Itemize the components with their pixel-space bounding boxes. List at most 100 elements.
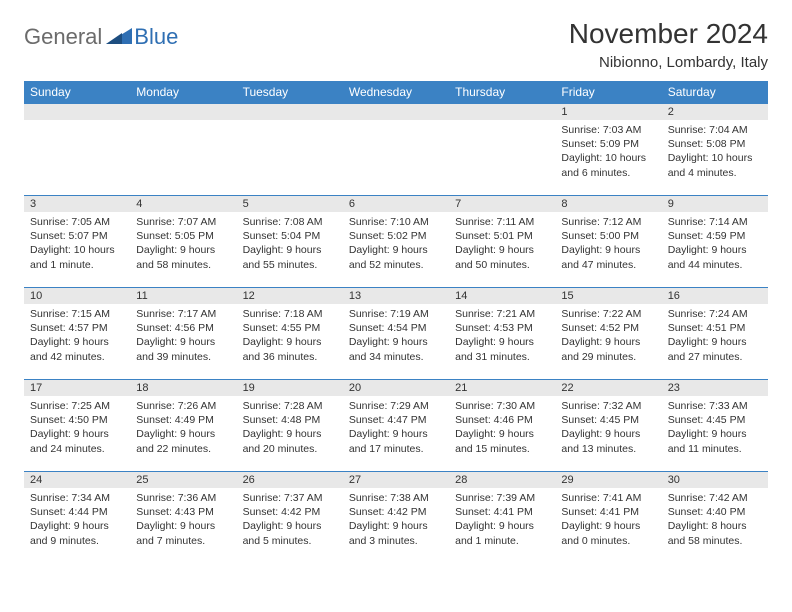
day-number: 18: [130, 380, 236, 396]
day-number: 21: [449, 380, 555, 396]
day-number: 9: [662, 196, 768, 212]
day-content: Sunrise: 7:21 AMSunset: 4:53 PMDaylight:…: [449, 304, 555, 370]
sunrise-text: Sunrise: 7:30 AM: [455, 399, 549, 413]
daylight-text: Daylight: 9 hours and 11 minutes.: [668, 427, 762, 455]
day-content: Sunrise: 7:04 AMSunset: 5:08 PMDaylight:…: [662, 120, 768, 186]
daylight-text: Daylight: 9 hours and 17 minutes.: [349, 427, 443, 455]
calendar-day-cell: 5Sunrise: 7:08 AMSunset: 5:04 PMDaylight…: [237, 196, 343, 288]
sunset-text: Sunset: 5:07 PM: [30, 229, 124, 243]
sunset-text: Sunset: 4:53 PM: [455, 321, 549, 335]
day-number: 7: [449, 196, 555, 212]
daylight-text: Daylight: 9 hours and 31 minutes.: [455, 335, 549, 363]
calendar-day-cell: [130, 104, 236, 196]
day-content: Sunrise: 7:18 AMSunset: 4:55 PMDaylight:…: [237, 304, 343, 370]
day-content: Sunrise: 7:29 AMSunset: 4:47 PMDaylight:…: [343, 396, 449, 462]
sunset-text: Sunset: 5:00 PM: [561, 229, 655, 243]
sunset-text: Sunset: 4:42 PM: [243, 505, 337, 519]
daylight-text: Daylight: 9 hours and 29 minutes.: [561, 335, 655, 363]
month-title: November 2024: [569, 18, 768, 50]
day-number: 14: [449, 288, 555, 304]
day-number: 15: [555, 288, 661, 304]
day-number: 1: [555, 104, 661, 120]
calendar-day-cell: 3Sunrise: 7:05 AMSunset: 5:07 PMDaylight…: [24, 196, 130, 288]
day-number: 24: [24, 472, 130, 488]
sunset-text: Sunset: 4:57 PM: [30, 321, 124, 335]
day-content: Sunrise: 7:03 AMSunset: 5:09 PMDaylight:…: [555, 120, 661, 186]
day-content: Sunrise: 7:37 AMSunset: 4:42 PMDaylight:…: [237, 488, 343, 554]
calendar-week-row: 17Sunrise: 7:25 AMSunset: 4:50 PMDayligh…: [24, 380, 768, 472]
sunrise-text: Sunrise: 7:07 AM: [136, 215, 230, 229]
day-number: 12: [237, 288, 343, 304]
sunrise-text: Sunrise: 7:17 AM: [136, 307, 230, 321]
daylight-text: Daylight: 9 hours and 20 minutes.: [243, 427, 337, 455]
sunrise-text: Sunrise: 7:26 AM: [136, 399, 230, 413]
calendar-day-cell: 4Sunrise: 7:07 AMSunset: 5:05 PMDaylight…: [130, 196, 236, 288]
sunrise-text: Sunrise: 7:18 AM: [243, 307, 337, 321]
sunset-text: Sunset: 4:51 PM: [668, 321, 762, 335]
day-number: 27: [343, 472, 449, 488]
sunrise-text: Sunrise: 7:14 AM: [668, 215, 762, 229]
sunrise-text: Sunrise: 7:28 AM: [243, 399, 337, 413]
daylight-text: Daylight: 9 hours and 27 minutes.: [668, 335, 762, 363]
sunset-text: Sunset: 5:01 PM: [455, 229, 549, 243]
day-number: [343, 104, 449, 120]
sunset-text: Sunset: 4:42 PM: [349, 505, 443, 519]
day-number: 4: [130, 196, 236, 212]
sunrise-text: Sunrise: 7:21 AM: [455, 307, 549, 321]
day-number: 20: [343, 380, 449, 396]
sunrise-text: Sunrise: 7:11 AM: [455, 215, 549, 229]
day-content: Sunrise: 7:39 AMSunset: 4:41 PMDaylight:…: [449, 488, 555, 554]
day-number: 17: [24, 380, 130, 396]
day-header: Saturday: [662, 81, 768, 104]
sunrise-text: Sunrise: 7:24 AM: [668, 307, 762, 321]
daylight-text: Daylight: 9 hours and 50 minutes.: [455, 243, 549, 271]
sunset-text: Sunset: 4:44 PM: [30, 505, 124, 519]
sunrise-text: Sunrise: 7:37 AM: [243, 491, 337, 505]
calendar-day-cell: 8Sunrise: 7:12 AMSunset: 5:00 PMDaylight…: [555, 196, 661, 288]
day-number: 5: [237, 196, 343, 212]
calendar-day-cell: [449, 104, 555, 196]
logo: General Blue: [24, 18, 178, 50]
day-number: 23: [662, 380, 768, 396]
sunset-text: Sunset: 4:50 PM: [30, 413, 124, 427]
daylight-text: Daylight: 9 hours and 42 minutes.: [30, 335, 124, 363]
calendar-day-cell: 6Sunrise: 7:10 AMSunset: 5:02 PMDaylight…: [343, 196, 449, 288]
daylight-text: Daylight: 9 hours and 22 minutes.: [136, 427, 230, 455]
sunrise-text: Sunrise: 7:29 AM: [349, 399, 443, 413]
day-content: Sunrise: 7:05 AMSunset: 5:07 PMDaylight:…: [24, 212, 130, 278]
sunrise-text: Sunrise: 7:19 AM: [349, 307, 443, 321]
calendar-day-cell: 20Sunrise: 7:29 AMSunset: 4:47 PMDayligh…: [343, 380, 449, 472]
calendar-day-cell: [24, 104, 130, 196]
calendar-day-cell: 28Sunrise: 7:39 AMSunset: 4:41 PMDayligh…: [449, 472, 555, 564]
sunrise-text: Sunrise: 7:05 AM: [30, 215, 124, 229]
day-number: 16: [662, 288, 768, 304]
sunset-text: Sunset: 4:59 PM: [668, 229, 762, 243]
daylight-text: Daylight: 9 hours and 47 minutes.: [561, 243, 655, 271]
day-number: 11: [130, 288, 236, 304]
calendar-day-cell: 10Sunrise: 7:15 AMSunset: 4:57 PMDayligh…: [24, 288, 130, 380]
calendar-day-cell: 30Sunrise: 7:42 AMSunset: 4:40 PMDayligh…: [662, 472, 768, 564]
day-content: Sunrise: 7:26 AMSunset: 4:49 PMDaylight:…: [130, 396, 236, 462]
calendar-day-cell: 17Sunrise: 7:25 AMSunset: 4:50 PMDayligh…: [24, 380, 130, 472]
daylight-text: Daylight: 9 hours and 39 minutes.: [136, 335, 230, 363]
day-content: [130, 120, 236, 129]
sunrise-text: Sunrise: 7:12 AM: [561, 215, 655, 229]
sunrise-text: Sunrise: 7:10 AM: [349, 215, 443, 229]
day-content: [449, 120, 555, 129]
calendar-table: SundayMondayTuesdayWednesdayThursdayFrid…: [24, 81, 768, 564]
sunset-text: Sunset: 4:55 PM: [243, 321, 337, 335]
day-number: 26: [237, 472, 343, 488]
calendar-day-cell: 18Sunrise: 7:26 AMSunset: 4:49 PMDayligh…: [130, 380, 236, 472]
calendar-day-cell: [237, 104, 343, 196]
sunset-text: Sunset: 4:54 PM: [349, 321, 443, 335]
logo-text-general: General: [24, 24, 102, 50]
sunrise-text: Sunrise: 7:32 AM: [561, 399, 655, 413]
calendar-day-cell: 14Sunrise: 7:21 AMSunset: 4:53 PMDayligh…: [449, 288, 555, 380]
calendar-day-cell: 15Sunrise: 7:22 AMSunset: 4:52 PMDayligh…: [555, 288, 661, 380]
logo-triangle-icon: [106, 26, 132, 49]
day-content: Sunrise: 7:15 AMSunset: 4:57 PMDaylight:…: [24, 304, 130, 370]
day-number: 29: [555, 472, 661, 488]
calendar-day-cell: [343, 104, 449, 196]
sunset-text: Sunset: 4:41 PM: [455, 505, 549, 519]
daylight-text: Daylight: 9 hours and 9 minutes.: [30, 519, 124, 547]
